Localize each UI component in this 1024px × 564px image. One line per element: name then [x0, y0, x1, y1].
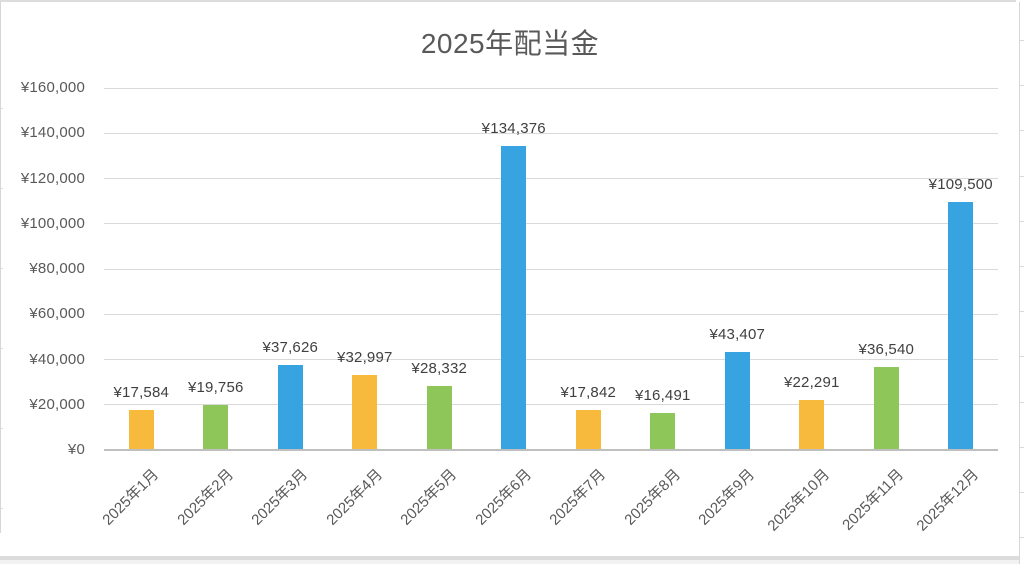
y-gridline: [104, 404, 998, 406]
y-axis-tick-label: ¥20,000: [29, 395, 85, 413]
sheet-row-line-right: [1020, 40, 1024, 41]
sheet-row-line-right: [1020, 175, 1024, 177]
y-axis-tick-label: ¥160,000: [20, 79, 85, 96]
y-gridline: [104, 268, 998, 270]
sheet-row-line-right: [1020, 266, 1024, 267]
y-gridline: [104, 87, 998, 89]
sheet-row-line-right: [1020, 492, 1024, 493]
bar-2025年6月[interactable]: [501, 145, 527, 449]
bar-2025年7月[interactable]: [575, 409, 601, 449]
bar-2025年3月[interactable]: [277, 364, 303, 449]
sheet-row-line-right: [1020, 446, 1024, 448]
y-axis-tick-label: ¥140,000: [20, 124, 85, 142]
data-label: ¥109,500: [928, 176, 993, 194]
sheet-row-line-left: [0, 108, 3, 109]
bar-2025年11月[interactable]: [873, 367, 899, 449]
data-label: ¥17,842: [560, 383, 617, 401]
y-gridline: [104, 178, 998, 179]
bar-2025年5月[interactable]: [426, 385, 452, 449]
y-gridline: [104, 313, 998, 315]
sheet-gridline-left: [0, 2, 1, 533]
chart-title: 2025年配当金: [420, 28, 600, 59]
y-gridline: [104, 359, 998, 360]
x-axis-line: [104, 449, 998, 451]
sheet-edge-bottom: [0, 556, 1019, 560]
y-axis-tick-label: ¥100,000: [20, 214, 85, 232]
data-label: ¥17,584: [113, 384, 170, 402]
sheet-row-line-right: [1020, 311, 1024, 313]
y-axis-tick-label: ¥60,000: [29, 305, 85, 323]
y-axis-tick-label: ¥40,000: [29, 350, 85, 368]
data-label: ¥37,626: [262, 338, 319, 356]
bar-2025年12月[interactable]: [948, 202, 974, 449]
y-gridline: [104, 223, 998, 225]
data-label: ¥36,540: [858, 341, 915, 359]
sheet-row-line-left: [0, 188, 3, 189]
data-label: ¥43,407: [709, 325, 766, 343]
y-axis-tick-label: ¥0: [67, 441, 85, 458]
data-label: ¥16,491: [634, 386, 691, 404]
bar-2025年8月[interactable]: [650, 412, 676, 449]
y-gridline: [104, 132, 998, 134]
sheet-edge-bottom-light: [0, 560, 1019, 564]
data-label: ¥134,376: [481, 119, 546, 137]
y-axis-tick-label: ¥120,000: [20, 169, 85, 187]
sheet-gridline-right: [1019, 2, 1020, 564]
bar-2025年9月[interactable]: [724, 351, 750, 449]
y-axis-tick-label: ¥80,000: [29, 260, 85, 277]
bar-2025年4月[interactable]: [352, 375, 378, 449]
sheet-row-line-right: [1020, 356, 1024, 358]
sheet-row-line-right: [1020, 537, 1024, 539]
sheet-row-line-left: [0, 428, 3, 429]
bar-2025年2月[interactable]: [203, 405, 229, 449]
data-label: ¥28,332: [411, 359, 468, 377]
sheet-row-line-left: [0, 348, 3, 349]
bar-2025年10月[interactable]: [799, 399, 825, 449]
data-label: ¥19,756: [187, 379, 244, 397]
sheet-row-line-left: [0, 268, 3, 269]
sheet-row-line-right: [1020, 130, 1024, 132]
sheet-row-line-right: [1020, 401, 1024, 403]
data-label: ¥32,997: [336, 349, 393, 367]
bar-2025年1月[interactable]: [128, 410, 154, 449]
sheet-row-line-right: [1020, 85, 1024, 87]
sheet-row-line-right: [1020, 220, 1024, 222]
sheet-row-line-left: [0, 508, 3, 509]
sheet-edge-top: [0, 0, 1016, 2]
data-label: ¥22,291: [783, 373, 840, 391]
